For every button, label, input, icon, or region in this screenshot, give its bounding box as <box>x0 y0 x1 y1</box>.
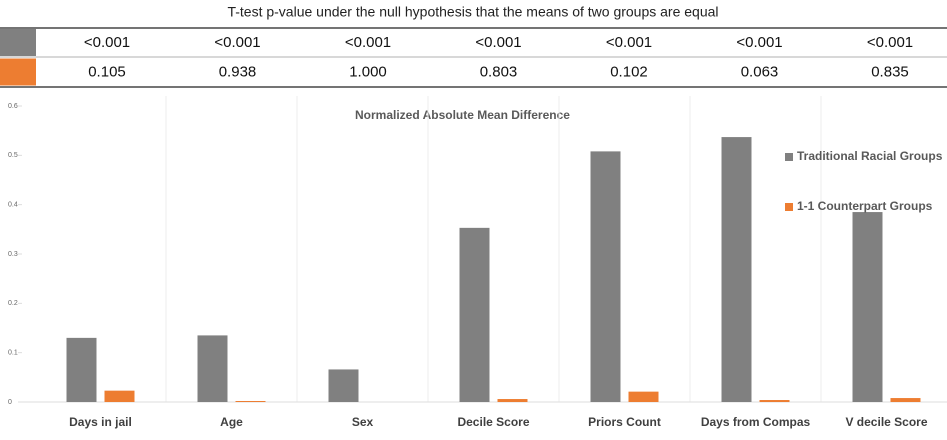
x-tick-label: V decile Score <box>845 415 927 429</box>
y-tick-label: 0.6 <box>8 103 18 110</box>
table-cell: <0.001 <box>606 34 652 51</box>
table-cell: 0.938 <box>219 63 257 80</box>
chart-title: Normalized Absolute Mean Difference <box>355 108 570 122</box>
table-cell: <0.001 <box>84 34 130 51</box>
table-cell: <0.001 <box>214 34 260 51</box>
bar <box>497 399 528 402</box>
row-swatch <box>0 29 36 56</box>
y-tick-label: 0.4 <box>8 202 18 209</box>
table-cell: <0.001 <box>345 34 391 51</box>
bar <box>628 391 659 402</box>
x-tick-label: Days in jail <box>69 415 132 429</box>
bar <box>890 398 921 402</box>
y-tick-label: 0 <box>8 399 12 406</box>
bar <box>235 401 266 402</box>
table-cell: 1.000 <box>349 63 387 80</box>
bar <box>852 212 883 402</box>
legend-swatch <box>785 203 793 211</box>
bar <box>104 390 135 402</box>
y-tick-label: 0.3 <box>8 251 18 258</box>
table-cell: <0.001 <box>867 34 913 51</box>
y-tick-label: 0.1 <box>8 350 18 357</box>
bar <box>721 137 752 402</box>
bar <box>759 400 790 402</box>
table-cell: 0.105 <box>88 63 126 80</box>
bar <box>459 227 490 402</box>
bar <box>590 151 621 402</box>
x-tick-label: Sex <box>352 415 374 429</box>
y-tick-label: 0.2 <box>8 300 18 307</box>
x-tick-label: Days from Compas <box>701 415 811 429</box>
x-tick-label: Decile Score <box>457 415 529 429</box>
table-cell: <0.001 <box>736 34 782 51</box>
bar <box>328 369 359 402</box>
table-cell: 0.803 <box>480 63 518 80</box>
table-cell: <0.001 <box>475 34 521 51</box>
row-swatch <box>0 58 36 86</box>
bar <box>66 337 97 402</box>
x-tick-label: Age <box>220 415 243 429</box>
y-tick-label: 0.5 <box>8 152 18 159</box>
legend-label: 1-1 Counterpart Groups <box>797 199 933 213</box>
legend-label: Traditional Racial Groups <box>797 149 943 163</box>
table-cell: 0.835 <box>871 63 909 80</box>
table-cell: 0.102 <box>610 63 648 80</box>
bar <box>197 335 228 402</box>
x-tick-label: Priors Count <box>588 415 661 429</box>
legend-swatch <box>785 153 793 161</box>
table-cell: 0.063 <box>741 63 779 80</box>
table-title: T-test p-value under the null hypothesis… <box>227 4 718 20</box>
